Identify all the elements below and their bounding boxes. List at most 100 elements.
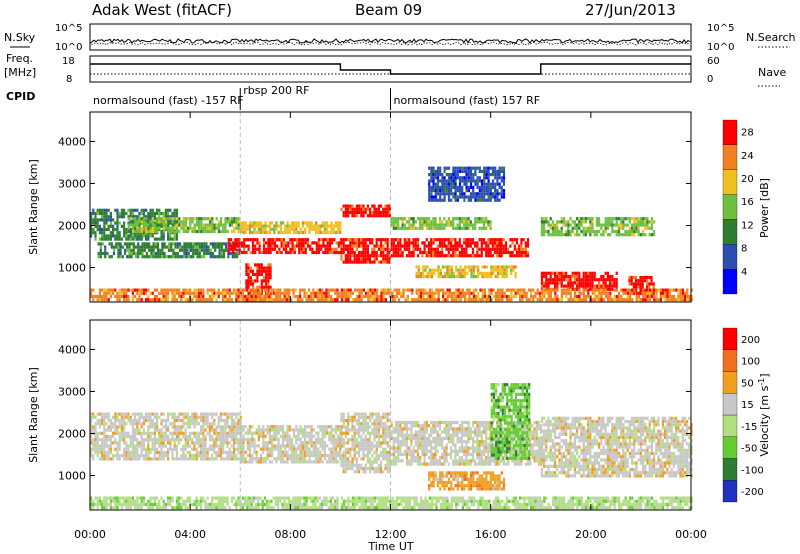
range-cell — [455, 268, 458, 272]
range-cell — [290, 298, 293, 302]
range-cell — [182, 418, 185, 423]
range-cell — [228, 431, 231, 435]
range-cell — [260, 279, 263, 283]
range-cell — [301, 428, 304, 432]
range-cell — [239, 415, 242, 419]
range-cell — [267, 263, 270, 267]
range-cell — [308, 441, 311, 445]
range-cell — [463, 268, 467, 272]
range-cell — [174, 242, 177, 246]
range-cell — [434, 247, 437, 251]
range-cell — [360, 254, 363, 258]
range-cell — [308, 460, 311, 464]
range-cell — [360, 214, 363, 218]
range-cell — [639, 291, 642, 296]
range-cell — [242, 425, 245, 429]
range-cell — [306, 224, 309, 228]
range-cell — [217, 425, 220, 429]
range-cell — [441, 173, 444, 177]
range-cell — [187, 229, 190, 234]
range-cell — [232, 244, 235, 248]
range-cell — [366, 244, 369, 248]
range-cell — [103, 288, 106, 292]
range-cell — [297, 444, 300, 448]
range-cell — [101, 251, 105, 256]
range-cell — [438, 220, 442, 224]
range-cell — [463, 247, 466, 251]
range-cell — [173, 422, 176, 426]
range-cell — [330, 447, 333, 451]
range-cell — [266, 230, 269, 235]
range-cell — [118, 431, 121, 435]
range-cell — [175, 237, 178, 241]
range-cell — [502, 247, 505, 251]
range-cell — [416, 254, 420, 258]
range-cell — [112, 234, 115, 238]
range-cell — [467, 176, 470, 180]
range-cell — [267, 288, 270, 293]
range-cell — [444, 291, 447, 295]
range-cell — [567, 278, 570, 282]
range-cell — [458, 185, 462, 189]
range-cell — [600, 284, 603, 288]
range-cell — [318, 298, 321, 302]
range-cell — [461, 195, 464, 199]
range-cell — [275, 434, 278, 438]
range-cell — [229, 242, 232, 246]
range-cell — [628, 226, 631, 230]
range-cell — [300, 238, 303, 242]
range-cell — [441, 265, 445, 269]
range-cell — [184, 447, 187, 451]
range-cell — [200, 438, 203, 442]
range-cell — [171, 447, 174, 451]
range-cell — [297, 230, 300, 235]
range-cell — [450, 271, 453, 275]
range-cell — [267, 266, 270, 270]
range-cell — [264, 224, 267, 228]
range-cell — [593, 271, 596, 275]
range-cell — [236, 255, 239, 259]
range-cell — [411, 298, 414, 302]
range-cell — [173, 291, 176, 295]
range-cell — [485, 166, 488, 170]
range-cell — [134, 431, 137, 435]
range-cell — [178, 431, 181, 435]
range-cell — [156, 438, 159, 442]
range-cell — [271, 444, 274, 448]
range-cell — [140, 298, 143, 302]
range-cell — [277, 457, 280, 461]
range-cell — [328, 447, 331, 451]
range-cell — [472, 185, 475, 189]
range-cell — [200, 288, 203, 292]
range-cell — [644, 223, 647, 227]
nsky-label: N.Sky — [4, 31, 36, 44]
range-cell — [232, 241, 235, 245]
range-cell — [629, 288, 632, 292]
range-cell — [240, 450, 243, 454]
range-cell — [399, 241, 402, 245]
range-cell — [380, 298, 383, 302]
range-cell — [138, 415, 141, 419]
range-cell — [340, 241, 343, 245]
range-cell — [386, 210, 389, 215]
range-cell — [419, 275, 423, 279]
range-cell — [488, 288, 491, 292]
range-cell — [226, 415, 229, 419]
range-cell — [646, 298, 649, 302]
range-cell — [554, 288, 557, 292]
range-cell — [576, 294, 579, 299]
range-cell — [260, 453, 263, 458]
range-cell — [172, 251, 175, 256]
range-cell — [269, 250, 272, 255]
range-cell — [373, 288, 376, 292]
range-cell — [222, 428, 225, 432]
range-cell — [317, 241, 321, 245]
range-cell — [173, 447, 176, 451]
range-cell — [160, 224, 163, 228]
range-cell — [655, 298, 658, 302]
range-cell — [362, 294, 365, 299]
range-cell — [154, 229, 157, 234]
range-cell — [415, 265, 418, 269]
range-cell — [439, 198, 442, 202]
range-cell — [125, 227, 128, 232]
